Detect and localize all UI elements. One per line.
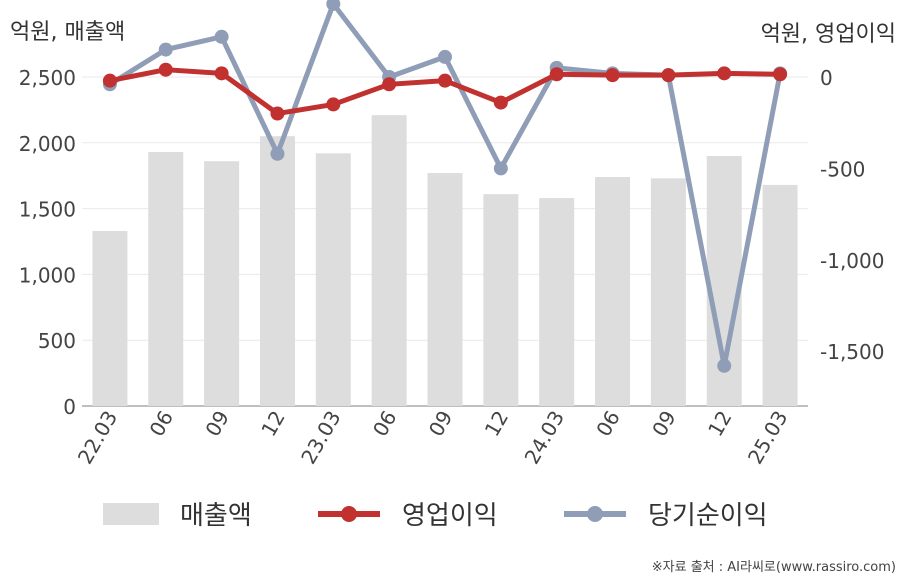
right-tick-label: -500 <box>820 157 865 181</box>
x-tick-label: 25.03 <box>743 407 792 469</box>
left-tick-label: 1,500 <box>19 198 76 222</box>
net-income-point <box>270 146 285 161</box>
legend-operating-profit-label: 영업이익 <box>402 501 498 531</box>
source-note: ※자료 출처 : AI라씨로(www.rassiro.com) <box>651 560 896 575</box>
revenue-bar <box>427 173 463 406</box>
revenue-bar <box>650 178 686 406</box>
left-axis-ticks: 0 500 1,000 1,500 2,000 2,500 <box>19 66 76 419</box>
net-income-point <box>438 49 452 64</box>
legend-net-income-label: 당기순이익 <box>648 501 768 531</box>
net-income-point <box>493 161 508 176</box>
right-axis-unit-label: 억원, 영업이익 <box>760 22 896 47</box>
operating-profit-point <box>605 68 620 83</box>
revenue-bar <box>483 194 519 406</box>
x-tick-label: 09 <box>647 407 681 441</box>
left-tick-label: 500 <box>38 329 76 353</box>
revenue-bar <box>371 115 407 406</box>
right-tick-label: 0 <box>820 66 833 90</box>
x-tick-label: 23.03 <box>296 407 345 469</box>
profit-lines <box>102 0 788 373</box>
right-tick-label: -1,000 <box>820 249 884 273</box>
revenue-bar <box>315 153 351 406</box>
x-tick-label: 24.03 <box>520 407 569 469</box>
net-income-point <box>717 358 732 373</box>
operating-profit-point <box>661 68 676 83</box>
legend: 매출액 영업이익 당기순이익 <box>103 501 768 531</box>
operating-profit-point <box>438 73 452 88</box>
net-income-point <box>214 29 229 44</box>
revenue-bar <box>204 161 240 406</box>
revenue-bar <box>762 184 798 406</box>
left-tick-label: 2,500 <box>19 66 76 90</box>
x-tick-label: 22.03 <box>73 407 122 469</box>
x-tick-label: 09 <box>200 407 234 441</box>
legend-revenue-swatch <box>103 503 159 525</box>
x-tick-label: 12 <box>703 407 737 441</box>
left-tick-label: 0 <box>63 395 76 419</box>
left-tick-label: 2,000 <box>19 132 76 156</box>
left-axis-unit-label: 억원, 매출액 <box>10 20 126 45</box>
operating-profit-point <box>717 66 732 81</box>
x-tick-label: 12 <box>480 407 514 441</box>
revenue-bar <box>259 136 295 406</box>
revenue-bar <box>595 177 631 406</box>
x-tick-label: 12 <box>256 407 290 441</box>
operating-profit-point <box>549 67 564 82</box>
operating-profit-point <box>773 67 788 82</box>
legend-revenue-label: 매출액 <box>180 501 252 531</box>
right-axis-ticks: 0 -500 -1,000 -1,500 <box>820 66 884 364</box>
x-tick-label: 06 <box>591 407 625 441</box>
x-tick-label: 09 <box>424 407 458 441</box>
net-income-point <box>158 42 173 57</box>
x-tick-label: 06 <box>145 407 179 441</box>
legend-operating-profit-marker <box>341 506 357 522</box>
revenue-bar <box>92 230 128 406</box>
operating-profit-point <box>270 106 285 121</box>
revenue-bars <box>92 115 798 406</box>
right-tick-label: -1,500 <box>820 340 884 364</box>
operating-profit-point <box>493 95 508 110</box>
operating-profit-point <box>214 66 229 81</box>
revenue-bar <box>539 198 575 406</box>
operating-profit-point <box>158 62 173 77</box>
legend-net-income-marker <box>587 506 603 522</box>
operating-profit-point <box>382 77 397 92</box>
left-tick-label: 1,000 <box>19 263 76 287</box>
operating-profit-point <box>102 73 117 88</box>
operating-profit-point <box>326 97 341 112</box>
x-tick-label: 06 <box>368 407 402 441</box>
revenue-bar <box>148 152 184 406</box>
x-axis-ticks: 22.03 06 09 12 23.03 06 09 12 24.03 06 09 12 25.03 <box>73 407 793 469</box>
net-income-point <box>326 0 341 11</box>
